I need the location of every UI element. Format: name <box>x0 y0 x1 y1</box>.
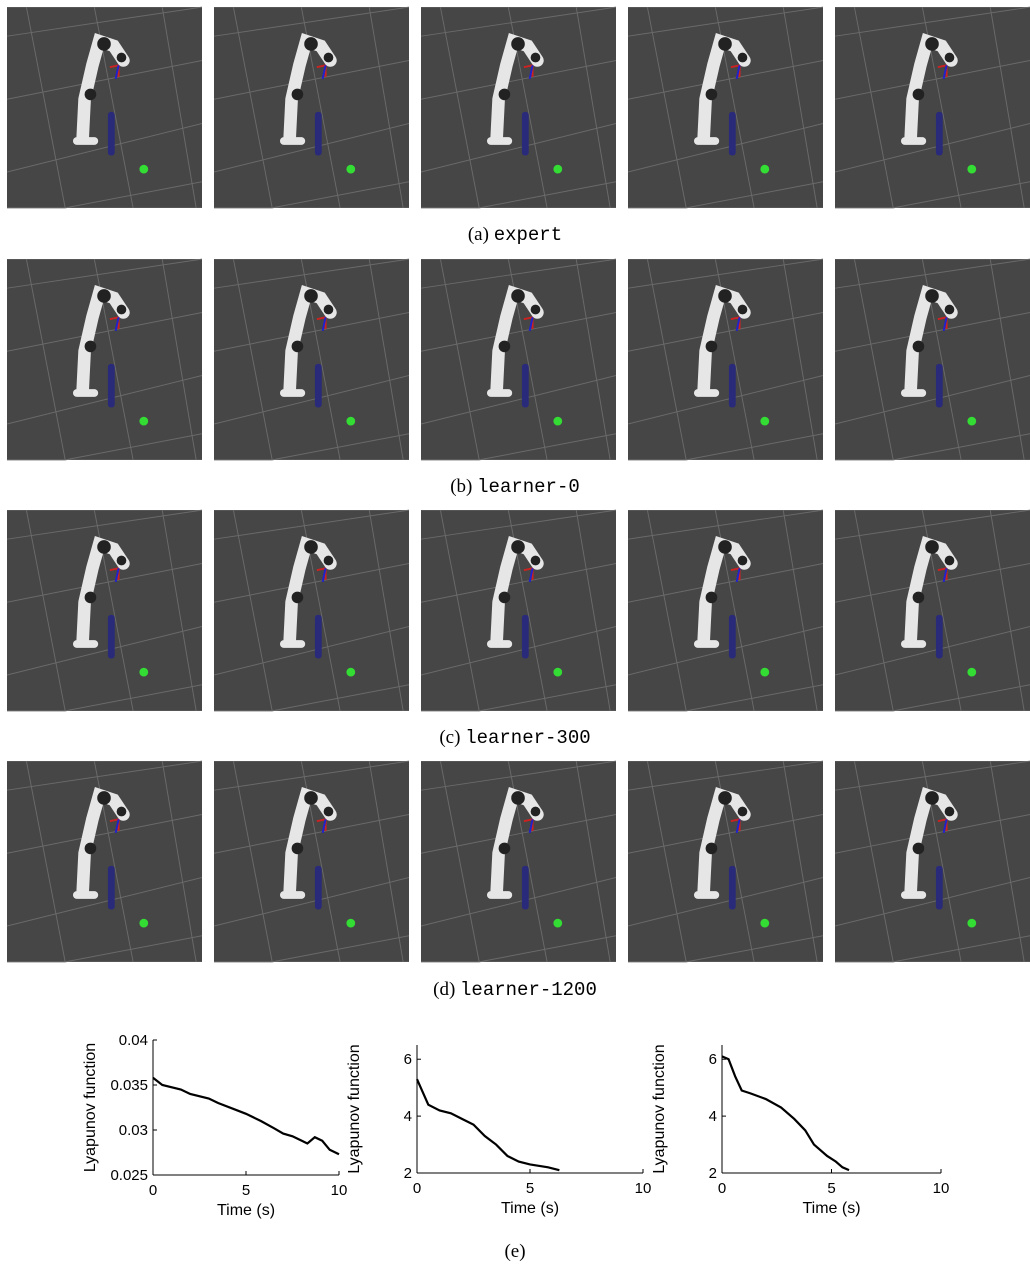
scene-image <box>421 510 616 711</box>
scene-image <box>214 7 409 208</box>
x-tick-label: 5 <box>827 1180 835 1197</box>
data-line <box>153 1078 339 1155</box>
x-tick-label: 5 <box>242 1182 250 1199</box>
y-tick-label: 0.04 <box>119 1032 148 1049</box>
panel-name: learner-1200 <box>460 979 597 1001</box>
scene-image <box>835 7 1030 208</box>
panel-label: (c) <box>439 727 460 748</box>
scene-image <box>7 510 202 711</box>
data-line <box>417 1079 559 1170</box>
x-tick-label: 0 <box>718 1180 726 1197</box>
charts: 0.025 0.03 0.035 0.04 0 5 10 Lyapunov function T… <box>82 1032 949 1219</box>
panel-name: learner-300 <box>465 727 590 749</box>
y-tick-label: 2 <box>404 1165 412 1182</box>
x-tick-label: 10 <box>635 1180 652 1197</box>
scene-image <box>421 7 616 208</box>
data-line <box>722 1056 849 1170</box>
x-axis-label: Time (s) <box>501 1200 559 1217</box>
panel-name: expert <box>494 224 562 246</box>
line-chart: 2 4 6 0 5 10 Lyapunov function Time (s) <box>346 1044 651 1217</box>
x-tick-label: 0 <box>149 1182 157 1199</box>
scene-image <box>835 761 1030 962</box>
scene-image <box>7 761 202 962</box>
panel-caption: (c) learner-300 <box>439 727 590 749</box>
panel-label: (b) <box>450 476 472 497</box>
y-axis-label: Lyapunov function <box>651 1044 668 1173</box>
y-tick-label: 0.025 <box>110 1167 148 1184</box>
scene-image <box>628 259 823 460</box>
line-chart: 0.025 0.03 0.035 0.04 0 5 10 Lyapunov function T… <box>82 1032 347 1219</box>
panel-caption: (a) expert <box>468 224 562 246</box>
scene-image <box>214 761 409 962</box>
y-tick-label: 6 <box>404 1051 412 1068</box>
scene-image <box>7 7 202 208</box>
y-tick-label: 0.03 <box>119 1122 148 1139</box>
y-tick-label: 6 <box>709 1051 717 1068</box>
scene-image <box>214 510 409 711</box>
x-tick-label: 0 <box>413 1180 421 1197</box>
panel-caption: (d) learner-1200 <box>433 979 597 1001</box>
scene-image <box>835 510 1030 711</box>
line-chart: 2 4 6 0 5 10 Lyapunov function Time (s) <box>651 1044 949 1217</box>
x-axis-label: Time (s) <box>802 1200 860 1217</box>
scene-image <box>628 510 823 711</box>
scene-image <box>628 7 823 208</box>
y-tick-label: 4 <box>404 1108 412 1125</box>
y-tick-label: 4 <box>709 1108 717 1125</box>
scene-image <box>214 259 409 460</box>
x-tick-label: 10 <box>933 1180 950 1197</box>
scene-image <box>628 761 823 962</box>
y-tick-label: 0.035 <box>110 1077 148 1094</box>
x-tick-label: 10 <box>331 1182 348 1199</box>
y-tick-label: 2 <box>709 1165 717 1182</box>
scene-image <box>835 259 1030 460</box>
chart-caption: (e) <box>504 1241 525 1262</box>
y-axis-label: Lyapunov function <box>346 1044 363 1173</box>
panel-label: (a) <box>468 224 489 245</box>
panel-caption: (b) learner-0 <box>450 476 580 498</box>
y-axis-label: Lyapunov function <box>82 1043 99 1172</box>
x-axis-label: Time (s) <box>217 1202 275 1219</box>
figure: (a) expert (b) learner-0 (c) learner-300 (d… <box>0 0 1030 1268</box>
panel-label: (d) <box>433 979 455 1000</box>
x-tick-label: 5 <box>526 1180 534 1197</box>
scene-image <box>7 259 202 460</box>
panel-name: learner-0 <box>477 476 580 498</box>
scene-image <box>421 761 616 962</box>
scene-image <box>421 259 616 460</box>
